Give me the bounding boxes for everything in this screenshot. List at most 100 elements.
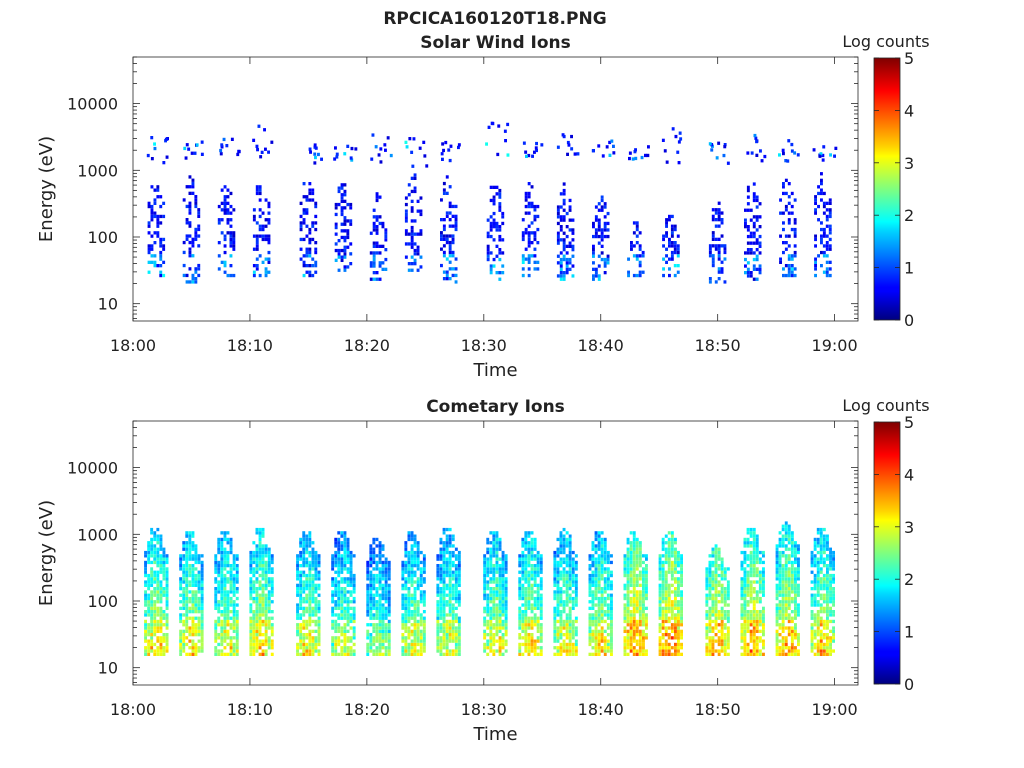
heatmap-cell (495, 587, 499, 591)
energy-burst (217, 137, 241, 278)
heatmap-cell (454, 567, 458, 571)
heatmap-cell (200, 619, 204, 624)
heatmap-cell (664, 629, 668, 633)
heatmap-cell (758, 251, 762, 255)
heatmap-cell (252, 633, 256, 637)
heatmap-cell (188, 583, 192, 587)
heatmap-cell (717, 600, 721, 604)
heatmap-cell (717, 613, 721, 617)
heatmap-cell (818, 154, 822, 158)
heatmap-cell (629, 560, 633, 565)
heatmap-cell (346, 550, 350, 555)
heatmap-cell (483, 590, 487, 594)
heatmap-cell (340, 626, 344, 630)
heatmap-cell (343, 626, 347, 630)
heatmap-cell (680, 580, 683, 584)
heatmap-cell (153, 606, 157, 610)
heatmap-cell (349, 262, 353, 266)
heatmap-cell (828, 237, 832, 242)
heatmap-cell (165, 636, 169, 640)
heatmap-cell (182, 580, 186, 584)
heatmap-cell (150, 211, 154, 215)
heatmap-cell (220, 570, 224, 574)
heatmap-cell (187, 147, 191, 151)
heatmap-cell (156, 596, 160, 601)
heatmap-cell (296, 567, 299, 571)
heatmap-cell (197, 646, 201, 650)
heatmap-cell (445, 214, 449, 218)
heatmap-cell (232, 244, 236, 248)
heatmap-cell (222, 137, 226, 142)
heatmap-cell (419, 649, 423, 653)
heatmap-cell (162, 260, 166, 264)
heatmap-cell (340, 222, 344, 226)
heatmap-cell (249, 642, 253, 647)
heatmap-cell (778, 153, 781, 157)
heatmap-cell (375, 636, 379, 640)
heatmap-cell (492, 218, 496, 222)
heatmap-cell (442, 244, 446, 248)
heatmap-cell (258, 652, 262, 656)
heatmap-cell (524, 623, 528, 627)
heatmap-cell (565, 603, 569, 607)
heatmap-cell (498, 616, 502, 620)
heatmap-cell (451, 214, 455, 218)
heatmap-cell (407, 652, 411, 656)
heatmap-cell (553, 636, 557, 640)
heatmap-cell (311, 619, 315, 624)
heatmap-cell (229, 573, 233, 578)
heatmap-cell (305, 600, 309, 604)
heatmap-cell (194, 234, 198, 238)
heatmap-cell (711, 610, 715, 614)
heatmap-cell (436, 616, 440, 620)
heatmap-cell (457, 596, 461, 601)
heatmap-cell (553, 619, 557, 624)
heatmap-cell (677, 570, 680, 574)
heatmap-cell (179, 564, 183, 568)
heatmap-cell (661, 652, 665, 656)
heatmap-cell (419, 639, 423, 643)
heatmap-cell (410, 239, 414, 243)
heatmap-cell (626, 567, 630, 571)
heatmap-cell (159, 541, 163, 545)
heatmap-cell (568, 257, 572, 262)
heatmap-cell (536, 629, 540, 633)
heatmap-cell (179, 633, 183, 637)
heatmap-cell (820, 237, 823, 242)
heatmap-cell (270, 567, 274, 571)
heatmap-cell (498, 567, 502, 571)
heatmap-cell (404, 140, 408, 144)
heatmap-cell (495, 550, 499, 555)
heatmap-cell (185, 280, 189, 284)
heatmap-cell (165, 587, 169, 591)
heatmap-cell (232, 619, 236, 624)
heatmap-cell (384, 646, 388, 650)
heatmap-cell (235, 629, 239, 633)
heatmap-cell (194, 616, 198, 620)
heatmap-cell (594, 616, 598, 620)
heatmap-cell (574, 649, 578, 653)
heatmap-cell (197, 267, 201, 271)
heatmap-cell (744, 221, 747, 226)
heatmap-cell (337, 583, 341, 587)
heatmap-cell (457, 642, 461, 647)
heatmap-cell (594, 271, 598, 275)
heatmap-cell (533, 208, 537, 212)
heatmap-cell (635, 567, 639, 571)
heatmap-cell (404, 616, 408, 620)
heatmap-cell (252, 570, 256, 574)
axes-frame (132, 56, 859, 322)
heatmap-cell (407, 577, 411, 581)
heatmap-cell (629, 573, 633, 578)
heatmap-cell (317, 626, 321, 630)
heatmap-cell (340, 649, 344, 653)
heatmap-cell (410, 613, 414, 617)
heatmap-cell (162, 161, 166, 165)
heatmap-cell (445, 541, 449, 545)
heatmap-cell (317, 593, 321, 597)
heatmap-cell (501, 606, 505, 610)
heatmap-cell (220, 583, 224, 587)
heatmap-cell (401, 633, 405, 637)
heatmap-cell (378, 277, 382, 281)
heatmap-cell (436, 626, 440, 630)
